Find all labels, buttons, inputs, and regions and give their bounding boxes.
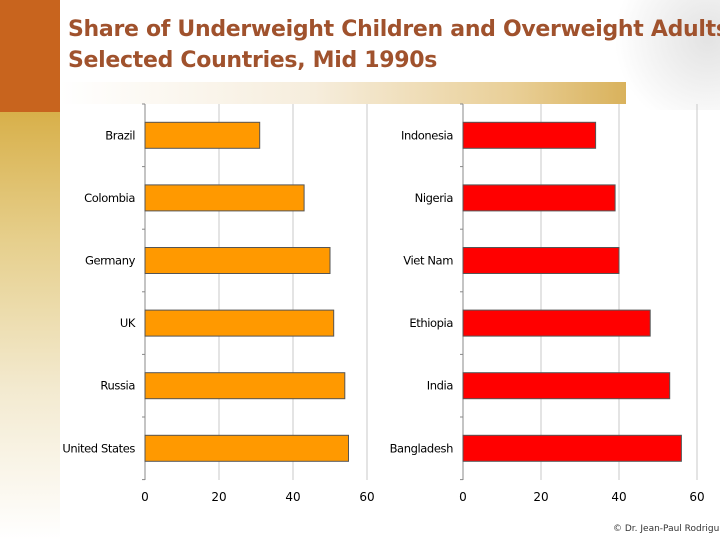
left-bar	[144, 247, 331, 274]
left-bar	[144, 121, 261, 149]
right-bar	[462, 121, 597, 149]
left-category-label: United States	[62, 441, 135, 455]
left-x-tick-label: 0	[141, 490, 149, 504]
right-x-tick-label: 60	[689, 490, 704, 504]
title-underline-band	[60, 82, 626, 104]
right-category-label: Indonesia	[401, 128, 453, 142]
credit-text: © Dr. Jean-Paul Rodrigu	[613, 524, 720, 534]
right-category-label: India	[427, 379, 453, 393]
left-category-label: Colombia	[84, 191, 135, 205]
page-title: Share of Underweight Children and Overwe…	[68, 14, 720, 76]
page-title-line-1: Share of Underweight Children and Overwe…	[68, 17, 720, 42]
right-bar	[462, 247, 620, 274]
left-x-tick-label: 20	[211, 490, 226, 504]
left-category-label: UK	[120, 316, 136, 330]
page-title-line-2: Selected Countries, Mid 1990s	[68, 48, 438, 73]
right-bar	[462, 184, 616, 212]
left-category-label: Germany	[85, 254, 136, 268]
chart-right-countries: Indonesia Nigeria Viet Nam Ethiopia India Ban…	[390, 103, 705, 504]
sidebar-gradient-stripe	[0, 112, 60, 540]
right-category-label: Bangladesh	[390, 441, 454, 455]
left-bar	[144, 309, 335, 337]
left-bar	[144, 372, 346, 400]
right-bar	[462, 434, 682, 462]
left-category-label: Russia	[100, 379, 135, 393]
right-category-label: Nigeria	[415, 191, 453, 205]
right-x-tick-label: 20	[533, 490, 548, 504]
left-bar	[144, 434, 349, 462]
sidebar-color-block	[0, 0, 60, 112]
right-x-tick-label: 0	[459, 490, 467, 504]
right-category-label: Viet Nam	[403, 254, 453, 268]
left-x-tick-label: 40	[285, 490, 300, 504]
right-bar	[462, 309, 651, 337]
right-x-tick-label: 40	[611, 490, 626, 504]
left-category-label: Brazil	[105, 128, 135, 142]
right-category-label: Ethiopia	[409, 316, 453, 330]
right-bar	[462, 372, 671, 400]
left-bar	[144, 184, 305, 212]
chart-left-countries: Brazil Colombia Germany UK Russia United Stat…	[62, 103, 375, 504]
left-x-tick-label: 60	[359, 490, 374, 504]
